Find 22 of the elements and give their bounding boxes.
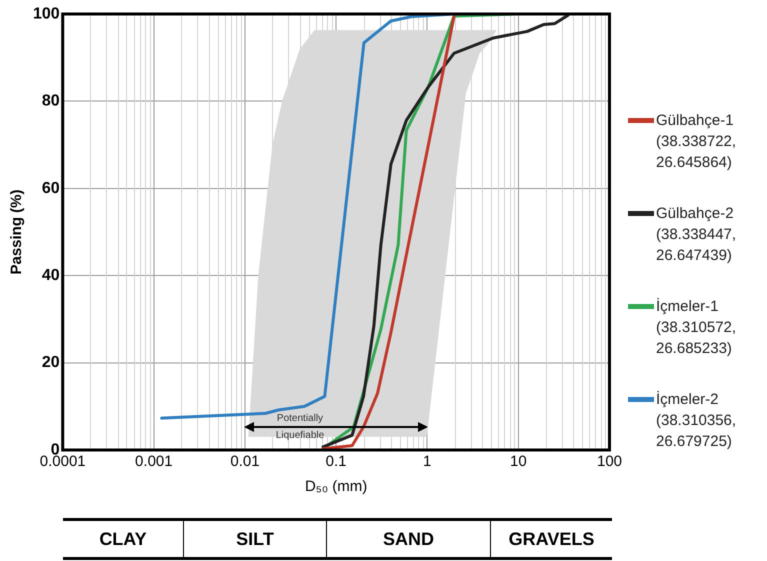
text: SAND: [326, 521, 490, 557]
y-tick-label: 40: [42, 267, 60, 284]
legend-label: Gülbahçe-1 (38.338722, 26.645864): [656, 111, 738, 173]
y-tick-label: 60: [42, 180, 60, 197]
text: GRAVELS: [490, 521, 612, 557]
legend-label: Gülbahçe-2 (38.338447, 26.647439): [656, 204, 738, 266]
y-tick-label: 100: [32, 5, 60, 22]
y-tick-label: 20: [42, 354, 60, 372]
x-tick-label: 1: [423, 453, 432, 470]
legend-label: İçmeler-2 (38.310356, 26.679725): [656, 390, 738, 452]
x-tick-label: 0.001: [135, 453, 173, 470]
y-tick-label: 80: [42, 92, 60, 110]
text: CLAY: [98, 528, 148, 550]
x-tick-label: 0.1: [326, 453, 347, 470]
y-axis-title: Passing (%): [8, 189, 26, 275]
x-tick-label: 100: [596, 453, 622, 470]
x-tick-label: 0.01: [230, 453, 260, 470]
x-tick-label: 10: [510, 453, 527, 470]
text: SILT: [183, 521, 326, 557]
x-axis-title: D₅₀ (mm): [304, 478, 368, 496]
legend-label: İçmeler-1 (38.310572, 26.685233): [656, 297, 738, 359]
annotation: Potentially Liquefiable: [274, 412, 326, 443]
